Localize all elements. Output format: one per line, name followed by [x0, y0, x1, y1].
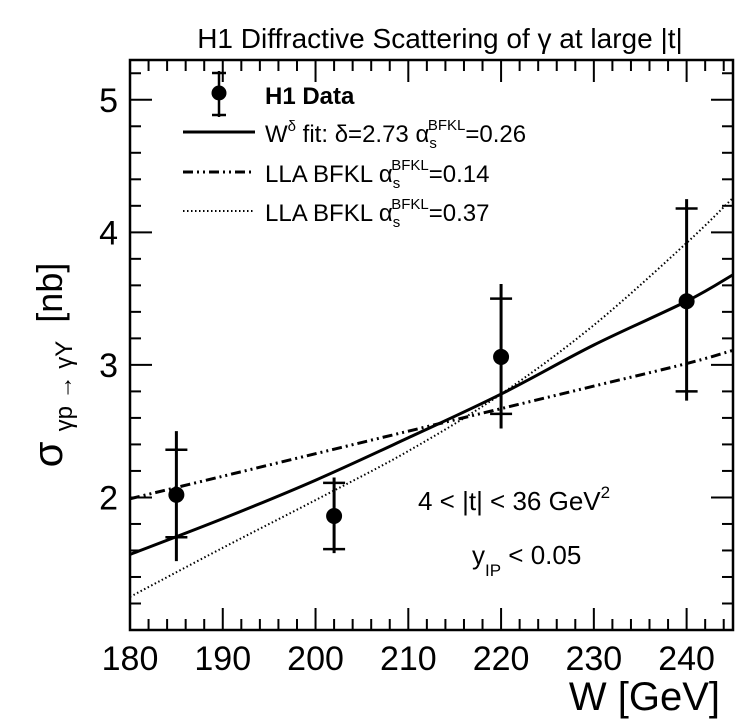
data-point: [675, 199, 698, 401]
theory-curves: [129, 197, 734, 598]
x-axis-label: W [GeV]: [569, 675, 720, 719]
legend-entry-data: H1 Data: [211, 71, 355, 117]
y-axis-label-subscript: γp → γY: [51, 341, 78, 432]
data-points: [165, 199, 698, 562]
x-tick-label: 210: [380, 640, 437, 678]
y-tick-label: 3: [99, 347, 118, 385]
svg-text:LLA BFKL αsBFKL=0.37: LLA BFKL αsBFKL=0.37: [265, 196, 489, 231]
y-tick-label: 4: [99, 214, 118, 252]
svg-text:LLA BFKL αsBFKL=0.14: LLA BFKL αsBFKL=0.14: [265, 157, 489, 192]
legend: H1 Data Wδ fit: δ=2.73 αsBFKL=0.26 LLA B…: [183, 71, 526, 231]
data-point: [323, 477, 346, 554]
x-tick-label: 240: [658, 640, 715, 678]
curve-lla-bfkl-037: [129, 197, 734, 598]
legend-entry-lla-037: LLA BFKL αsBFKL=0.37: [183, 196, 489, 231]
y-axis-label: σ γp → γY [nb]: [24, 263, 80, 468]
data-point-marker: [168, 486, 185, 503]
data-point-marker: [678, 293, 695, 310]
data-point: [165, 431, 188, 562]
y-axis-label-symbol: σ: [24, 441, 71, 467]
legend-label-data: H1 Data: [265, 83, 355, 110]
y-axis-label-unit: [nb]: [29, 263, 70, 323]
svg-text:Wδ fit: δ=2.73 αsBFKL=0.26: Wδ fit: δ=2.73 αsBFKL=0.26: [265, 117, 526, 152]
annotation-y-ip: yIP < 0.05: [472, 540, 581, 580]
data-point: [490, 284, 513, 429]
y-tick-label: 5: [99, 82, 118, 120]
axis-ticks: [129, 60, 733, 631]
x-tick-label: 230: [565, 640, 622, 678]
legend-entry-lla-014: LLA BFKL αsBFKL=0.14: [183, 157, 489, 192]
axis-tick-labels: 180 190 200 210 220 230 240 2 3 4 5: [99, 82, 715, 678]
legend-entry-fit: Wδ fit: δ=2.73 αsBFKL=0.26: [183, 117, 526, 152]
x-tick-label: 190: [194, 640, 251, 678]
x-tick-label: 200: [287, 640, 344, 678]
data-point-marker: [493, 348, 510, 365]
svg-text:σ γp → γY [nb]: σ γp → γY [nb]: [24, 263, 80, 468]
data-point-marker: [326, 508, 343, 524]
plot-frame: [128, 58, 735, 632]
annotation-t-range: 4 < |t| < 36 GeV2: [418, 483, 610, 516]
y-tick-label: 2: [99, 479, 118, 517]
curve-wdelta-fit: [129, 273, 734, 556]
x-tick-label: 180: [102, 640, 159, 678]
chart-title: H1 Diffractive Scattering of γ at large …: [197, 23, 683, 54]
curve-lla-bfkl-014: [129, 348, 734, 501]
x-tick-label: 220: [473, 640, 530, 678]
